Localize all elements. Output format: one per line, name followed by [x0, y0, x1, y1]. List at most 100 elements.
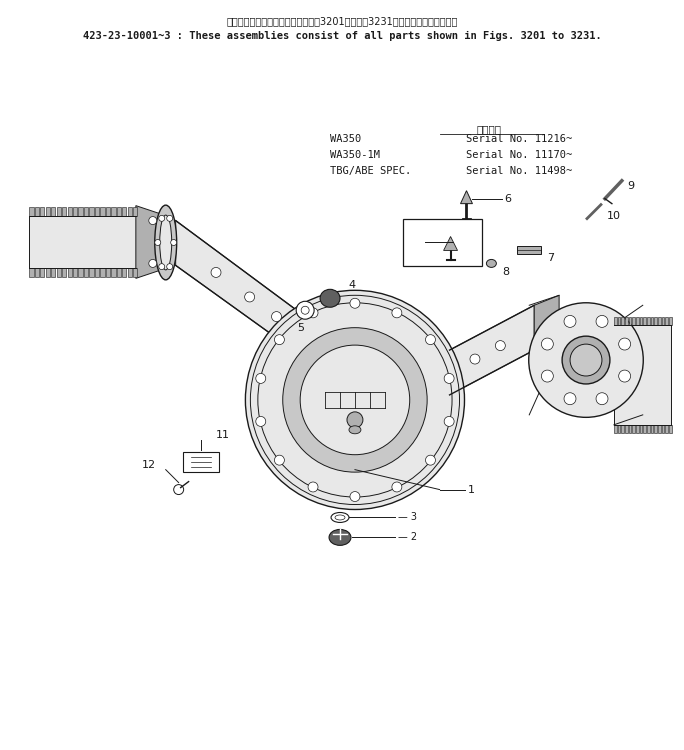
Polygon shape [632, 424, 635, 433]
Ellipse shape [320, 290, 340, 308]
Circle shape [444, 416, 454, 427]
Circle shape [618, 338, 631, 350]
Polygon shape [128, 207, 132, 215]
Circle shape [495, 340, 505, 350]
Polygon shape [133, 268, 137, 278]
Circle shape [308, 308, 318, 318]
Circle shape [159, 264, 165, 270]
Ellipse shape [562, 336, 610, 384]
Polygon shape [106, 207, 110, 215]
Text: 適用号等: 適用号等 [477, 124, 502, 134]
Polygon shape [444, 236, 458, 250]
Circle shape [159, 215, 165, 221]
Text: 1: 1 [467, 484, 475, 494]
Polygon shape [73, 268, 77, 278]
Circle shape [596, 393, 608, 405]
Polygon shape [111, 207, 116, 215]
Polygon shape [29, 215, 136, 268]
Polygon shape [57, 268, 61, 278]
Polygon shape [661, 424, 664, 433]
Circle shape [596, 316, 608, 327]
Polygon shape [29, 207, 34, 215]
Polygon shape [51, 207, 55, 215]
Polygon shape [79, 207, 83, 215]
Polygon shape [79, 268, 83, 278]
Ellipse shape [570, 344, 602, 376]
Polygon shape [640, 424, 642, 433]
Text: 423-23-10001~3 : These assemblies consist of all parts shown in Figs. 3201 to 32: 423-23-10001~3 : These assemblies consis… [83, 32, 601, 41]
Circle shape [392, 482, 402, 492]
Polygon shape [669, 424, 672, 433]
Polygon shape [665, 317, 668, 326]
Circle shape [564, 316, 576, 327]
Polygon shape [101, 268, 105, 278]
Circle shape [272, 311, 282, 322]
Ellipse shape [282, 328, 427, 472]
Circle shape [149, 217, 157, 224]
Bar [403, 218, 482, 266]
Text: WA350-1M: WA350-1M [330, 150, 380, 160]
Polygon shape [51, 268, 55, 278]
Polygon shape [621, 424, 624, 433]
Polygon shape [176, 220, 310, 362]
Polygon shape [665, 424, 668, 433]
Text: 9: 9 [627, 181, 634, 190]
Polygon shape [629, 317, 631, 326]
Text: — 3: — 3 [398, 512, 417, 523]
Polygon shape [68, 268, 72, 278]
Polygon shape [101, 207, 105, 215]
Polygon shape [632, 317, 635, 326]
Polygon shape [621, 317, 624, 326]
Polygon shape [654, 424, 657, 433]
Circle shape [541, 338, 553, 350]
Polygon shape [133, 207, 137, 215]
Circle shape [301, 306, 309, 314]
Polygon shape [614, 317, 617, 326]
Text: 6: 6 [504, 194, 512, 204]
Circle shape [274, 334, 285, 345]
Bar [517, 247, 541, 254]
Polygon shape [68, 207, 72, 215]
Polygon shape [90, 268, 94, 278]
Polygon shape [625, 424, 628, 433]
Ellipse shape [349, 426, 361, 433]
Polygon shape [669, 317, 672, 326]
Circle shape [174, 484, 183, 494]
Polygon shape [636, 424, 639, 433]
Polygon shape [654, 317, 657, 326]
Text: 7: 7 [547, 254, 554, 263]
Text: 13: 13 [407, 238, 421, 248]
Circle shape [541, 370, 553, 382]
Circle shape [167, 264, 172, 270]
Polygon shape [57, 207, 61, 215]
Circle shape [171, 239, 176, 245]
Polygon shape [658, 317, 661, 326]
Circle shape [149, 260, 157, 268]
Polygon shape [640, 317, 642, 326]
Text: Serial No. 11170~: Serial No. 11170~ [466, 150, 573, 160]
Ellipse shape [335, 515, 345, 520]
Text: 11: 11 [215, 430, 230, 439]
Polygon shape [128, 268, 132, 278]
Polygon shape [650, 424, 653, 433]
Circle shape [245, 292, 254, 302]
Text: 10: 10 [607, 211, 621, 220]
Polygon shape [136, 206, 166, 278]
Bar [183, 452, 218, 472]
Ellipse shape [300, 345, 410, 454]
Text: Serial No. 11216~: Serial No. 11216~ [466, 134, 573, 144]
Polygon shape [618, 317, 620, 326]
Text: 8: 8 [502, 268, 510, 278]
Circle shape [392, 308, 402, 318]
Polygon shape [46, 207, 50, 215]
Polygon shape [73, 207, 77, 215]
Circle shape [470, 354, 480, 364]
Circle shape [167, 215, 172, 221]
Polygon shape [35, 268, 39, 278]
Ellipse shape [246, 290, 464, 509]
Circle shape [425, 455, 436, 465]
Ellipse shape [329, 530, 351, 545]
Text: TBG/ABE SPEC.: TBG/ABE SPEC. [330, 166, 411, 176]
Polygon shape [449, 305, 534, 395]
Text: これらのアセンブリの構成部品は㄂3201図から㄂3231図の部品まで含みます。: これらのアセンブリの構成部品は㄂3201図から㄂3231図の部品まで含みます。 [226, 16, 458, 26]
